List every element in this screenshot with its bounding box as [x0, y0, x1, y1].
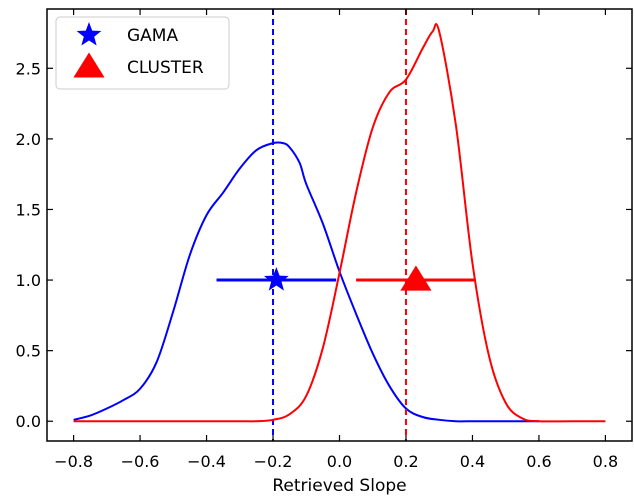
y-tick-label: 0.5 [16, 342, 41, 361]
legend-gama-marker [76, 22, 102, 46]
cluster-curve [73, 23, 606, 423]
gama-point-marker [263, 267, 289, 291]
y-tick-label: 1.0 [16, 271, 41, 290]
x-axis-label: Retrieved Slope [272, 476, 406, 496]
x-tick-label: −0.6 [121, 452, 160, 471]
ticks-layer: −0.8 −0.6 −0.4 −0.2 0.0 0.2 0.4 0.6 0.8 0.0 0.5 1.0… [16, 9, 632, 471]
legend-items: GAMA CLUSTER [73, 22, 204, 78]
x-tick-label: −0.8 [54, 452, 93, 471]
legend-cluster-label: CLUSTER [127, 58, 204, 78]
x-tick-label: 0.2 [393, 452, 418, 471]
legend-cluster-marker [73, 52, 105, 78]
plot-content [73, 9, 606, 441]
x-tick-label: 0.6 [526, 452, 551, 471]
y-tick-label: 2.0 [16, 130, 41, 149]
legend: GAMA CLUSTER [55, 16, 230, 90]
x-tick-label: 0.0 [327, 452, 352, 471]
legend-gama-label: GAMA [127, 26, 178, 46]
x-tick-label: 0.8 [593, 452, 618, 471]
x-tick-label: −0.4 [187, 452, 226, 471]
y-tick-label: 0.0 [16, 412, 41, 431]
cluster-point-marker [400, 265, 432, 291]
plot-layer [73, 9, 606, 441]
x-tick-label: −0.2 [254, 452, 293, 471]
x-tick-label: 0.4 [460, 452, 485, 471]
y-tick-label: 1.5 [16, 200, 41, 219]
gama-curve [73, 141, 539, 423]
y-tick-label: 2.5 [16, 59, 41, 78]
